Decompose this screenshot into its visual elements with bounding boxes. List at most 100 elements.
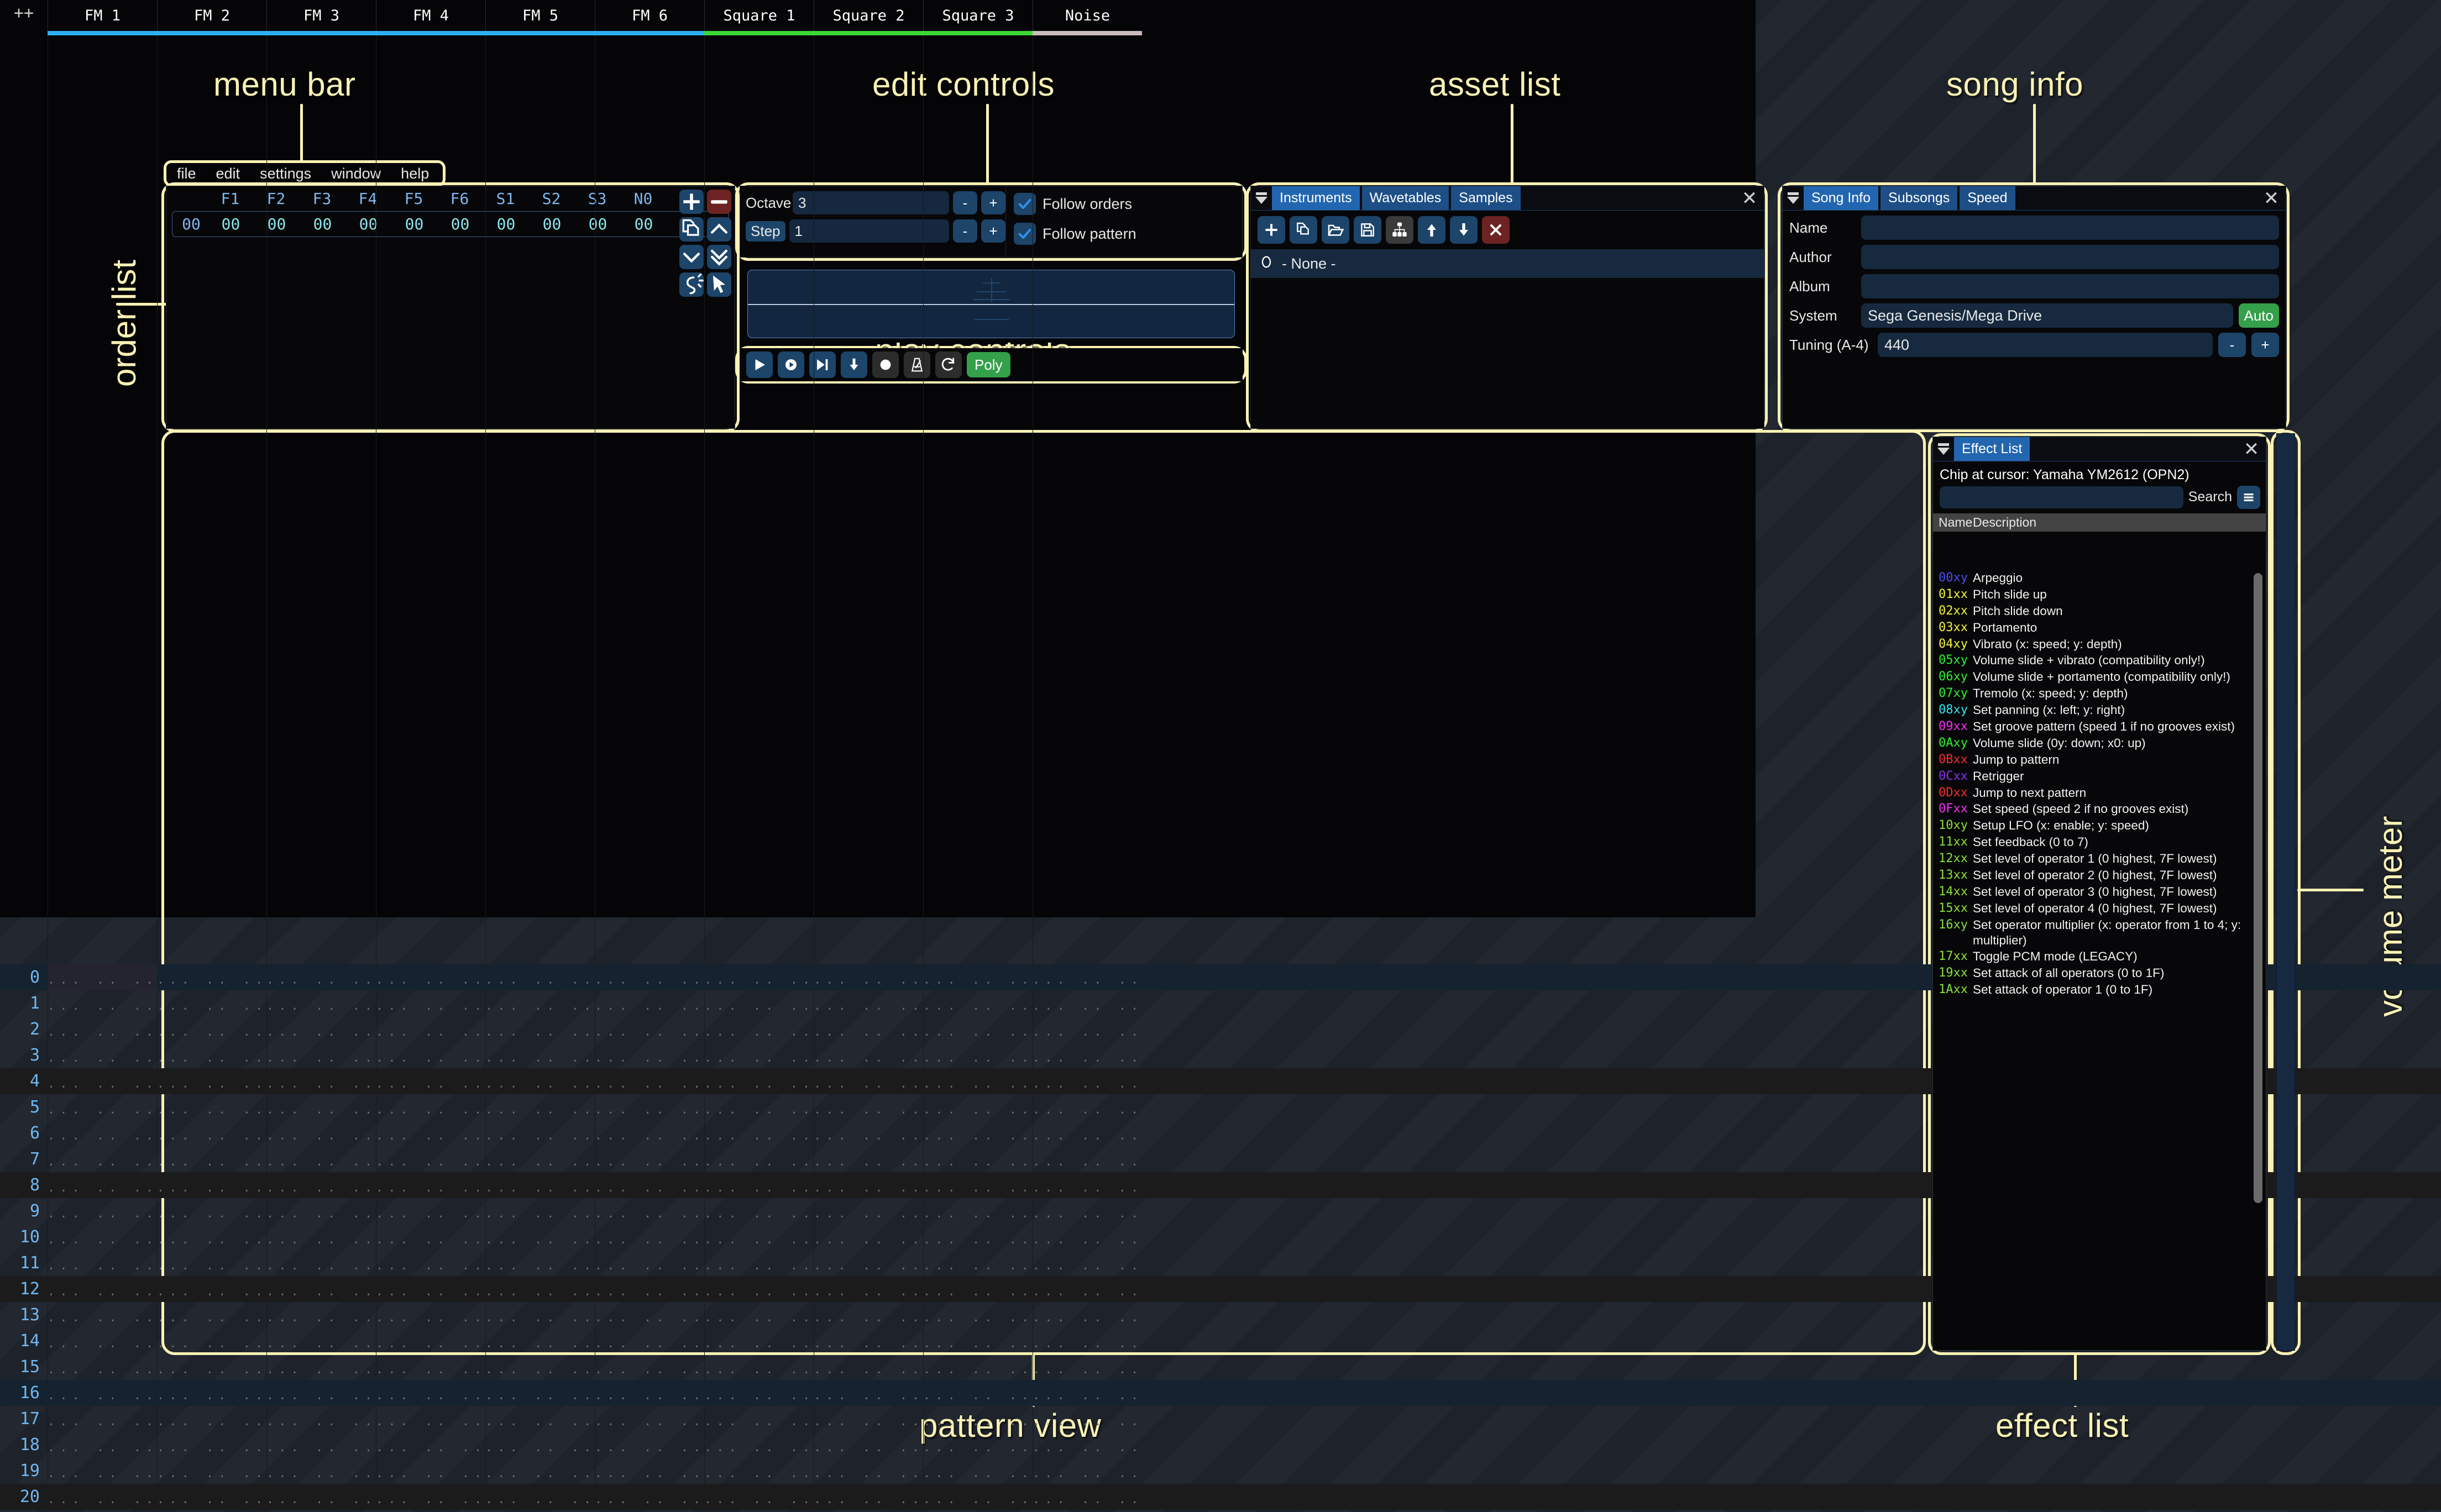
pattern-cell[interactable]: ... .. .. .... — [814, 1337, 923, 1351]
channel-color-bar-2[interactable] — [157, 31, 266, 35]
pattern-cell[interactable]: ... .. .. .... — [48, 1233, 157, 1247]
pattern-row-cells[interactable]: ... .. .. ....... .. .. ....... .. .. ..… — [48, 1042, 2441, 1068]
pattern-cell[interactable]: ... .. .. .... — [48, 1389, 157, 1403]
pattern-row-cells[interactable]: ... .. .. ....... .. .. ....... .. .. ..… — [48, 990, 2441, 1016]
pattern-cell[interactable]: ... .. .. .... — [157, 1493, 266, 1506]
pattern-cell[interactable]: ... .. .. .... — [1033, 1337, 1142, 1351]
pattern-row[interactable]: 10... .. .. ....... .. .. ....... .. .. … — [0, 1224, 2441, 1250]
pattern-cell[interactable]: ... .. .. .... — [485, 1311, 595, 1325]
pattern-cell[interactable]: ... .. .. .... — [814, 1493, 923, 1506]
pattern-row[interactable]: 16... .. .. ....... .. .. ....... .. .. … — [0, 1380, 2441, 1406]
pattern-row[interactable]: 17... .. .. ....... .. .. ....... .. .. … — [0, 1406, 2441, 1432]
effect-row[interactable]: 09xx Set groove pattern (speed 1 if no gr… — [1939, 718, 2254, 735]
pattern-cell[interactable]: ... .. .. .... — [48, 1441, 157, 1455]
pattern-cell[interactable]: ... .. .. .... — [1033, 1389, 1142, 1403]
pattern-cell[interactable]: ... .. .. .... — [923, 999, 1033, 1013]
select-cursor-button[interactable] — [707, 272, 731, 297]
menu-item-help[interactable]: help — [401, 165, 429, 182]
pattern-cell[interactable]: ... .. .. .... — [266, 1467, 376, 1481]
volume-meter[interactable] — [2276, 433, 2295, 1351]
effect-row[interactable]: 06xy Volume slide + portamento (compatibi… — [1939, 669, 2254, 685]
pattern-row-cells[interactable]: ... .. .. ....... .. .. ....... .. .. ..… — [48, 1302, 2441, 1328]
effect-list-scrollbar[interactable] — [2254, 573, 2262, 1203]
tab-song-info[interactable]: Song Info — [1804, 186, 1879, 210]
pattern-cell[interactable]: ... .. .. .... — [704, 1025, 814, 1039]
tab-instruments[interactable]: Instruments — [1272, 186, 1360, 210]
duplicate-order-button[interactable] — [679, 217, 704, 242]
pattern-cell[interactable]: ... .. .. .... — [1033, 1155, 1142, 1169]
order-cell-s2[interactable]: 00 — [542, 215, 562, 233]
close-icon[interactable]: ✕ — [2243, 438, 2260, 460]
pattern-row-cells[interactable]: ... .. .. ....... .. .. ....... .. .. ..… — [48, 1354, 2441, 1380]
effect-row[interactable]: 15xx Set level of operator 4 (0 highest, … — [1939, 900, 2254, 917]
pattern-cell[interactable]: ... .. .. .... — [48, 1415, 157, 1429]
pattern-row-cells[interactable]: ... .. .. ....... .. .. ....... .. .. ..… — [48, 1406, 2441, 1432]
pattern-cell[interactable]: ... .. .. .... — [266, 1051, 376, 1065]
pattern-row-cells[interactable]: ... .. .. ....... .. .. ....... .. .. ..… — [48, 964, 2441, 990]
octave-minus-button[interactable]: - — [953, 191, 977, 214]
pattern-cell[interactable]: ... .. .. .... — [485, 1363, 595, 1377]
pattern-cell[interactable]: ... .. .. .... — [814, 973, 923, 987]
pattern-cell[interactable]: ... .. .. .... — [814, 1389, 923, 1403]
pattern-cell[interactable]: ... .. .. .... — [595, 1051, 704, 1065]
effect-search-input[interactable] — [1940, 486, 2183, 508]
pattern-cell[interactable]: ... .. .. .... — [1033, 1025, 1142, 1039]
pattern-cell[interactable]: ... .. .. .... — [48, 1155, 157, 1169]
pattern-cell[interactable]: ... .. .. .... — [704, 1233, 814, 1247]
pattern-cell[interactable]: ... .. .. .... — [814, 1207, 923, 1221]
pattern-cell[interactable]: ... .. .. .... — [1033, 1493, 1142, 1506]
pattern-channel-header-4[interactable]: FM 4 — [376, 0, 485, 31]
pattern-cell[interactable]: ... .. .. .... — [704, 1389, 814, 1403]
pattern-cell[interactable]: ... .. .. .... — [485, 1025, 595, 1039]
oscilloscope-panel[interactable] — [740, 265, 1243, 343]
pattern-row[interactable]: 13... .. .. ....... .. .. ....... .. .. … — [0, 1302, 2441, 1328]
pattern-cell[interactable]: ... .. .. .... — [814, 1233, 923, 1247]
pattern-cell[interactable]: ... .. .. .... — [485, 1285, 595, 1299]
pattern-cell[interactable]: ... .. .. .... — [376, 1259, 485, 1273]
pattern-cell[interactable]: ... .. .. .... — [266, 1389, 376, 1403]
pattern-cell[interactable]: ... .. .. .... — [704, 1493, 814, 1506]
pattern-cell[interactable]: ... .. .. .... — [485, 1441, 595, 1455]
pattern-row-cells[interactable]: ... .. .. ....... .. .. ....... .. .. ..… — [48, 1224, 2441, 1250]
pattern-cell[interactable]: ... .. .. .... — [1033, 1259, 1142, 1273]
pattern-cell[interactable]: ... .. .. .... — [485, 973, 595, 987]
play-button[interactable] — [746, 351, 773, 378]
pattern-cell[interactable]: ... .. .. .... — [1033, 1233, 1142, 1247]
open-instrument-button[interactable] — [1322, 216, 1349, 244]
pattern-cell[interactable]: ... .. .. .... — [814, 1077, 923, 1091]
pattern-cell[interactable]: ... .. .. .... — [266, 1077, 376, 1091]
pattern-cell[interactable]: ... .. .. .... — [595, 1129, 704, 1143]
hamburger-menu-icon[interactable] — [2237, 485, 2260, 509]
effect-row[interactable]: 08xy Set panning (x: left; y: right) — [1939, 702, 2254, 718]
pattern-cell[interactable]: ... .. .. .... — [157, 1415, 266, 1429]
menu-item-settings[interactable]: settings — [260, 165, 312, 182]
follow-orders-row[interactable]: Follow orders — [1014, 193, 1242, 215]
pattern-cell[interactable]: ... .. .. .... — [485, 1103, 595, 1117]
effect-row[interactable]: 07xy Tremolo (x: speed; y: depth) — [1939, 685, 2254, 702]
pattern-cell[interactable]: ... .. .. .... — [1033, 1207, 1142, 1221]
play-from-cursor-button[interactable] — [778, 351, 804, 378]
pattern-cell[interactable]: ... .. .. .... — [266, 1311, 376, 1325]
channel-color-bar-3[interactable] — [266, 31, 376, 35]
order-cell-f6[interactable]: 00 — [451, 215, 470, 233]
pattern-row-cells[interactable]: ... .. .. ....... .. .. ....... .. .. ..… — [48, 1172, 2441, 1198]
pattern-cell[interactable]: ... .. .. .... — [814, 1129, 923, 1143]
pattern-cell[interactable]: ... .. .. .... — [157, 1259, 266, 1273]
pattern-cell[interactable]: ... .. .. .... — [376, 1233, 485, 1247]
tuning-plus-button[interactable]: + — [2251, 333, 2279, 357]
pattern-cell[interactable]: ... .. .. .... — [923, 1337, 1033, 1351]
pattern-cell[interactable]: ... .. .. .... — [1033, 1441, 1142, 1455]
pattern-cell[interactable]: ... .. .. .... — [595, 1389, 704, 1403]
pattern-cell[interactable]: ... .. .. .... — [48, 1285, 157, 1299]
pattern-cell[interactable]: ... .. .. .... — [376, 1051, 485, 1065]
pattern-cell[interactable]: ... .. .. .... — [704, 1181, 814, 1195]
pattern-cell[interactable]: ... .. .. .... — [157, 1441, 266, 1455]
pattern-cell[interactable]: ... .. .. .... — [266, 1415, 376, 1429]
instrument-list-item[interactable]: - None - — [1251, 249, 1764, 278]
pattern-row[interactable]: 11... .. .. ....... .. .. ....... .. .. … — [0, 1250, 2441, 1276]
pattern-cell[interactable]: ... .. .. .... — [923, 1233, 1033, 1247]
pattern-cell[interactable]: ... .. .. .... — [704, 1285, 814, 1299]
pattern-cell[interactable]: ... .. .. .... — [704, 1415, 814, 1429]
effect-row[interactable]: 10xy Setup LFO (x: enable; y: speed) — [1939, 817, 2254, 834]
pattern-cell[interactable]: ... .. .. .... — [376, 1441, 485, 1455]
